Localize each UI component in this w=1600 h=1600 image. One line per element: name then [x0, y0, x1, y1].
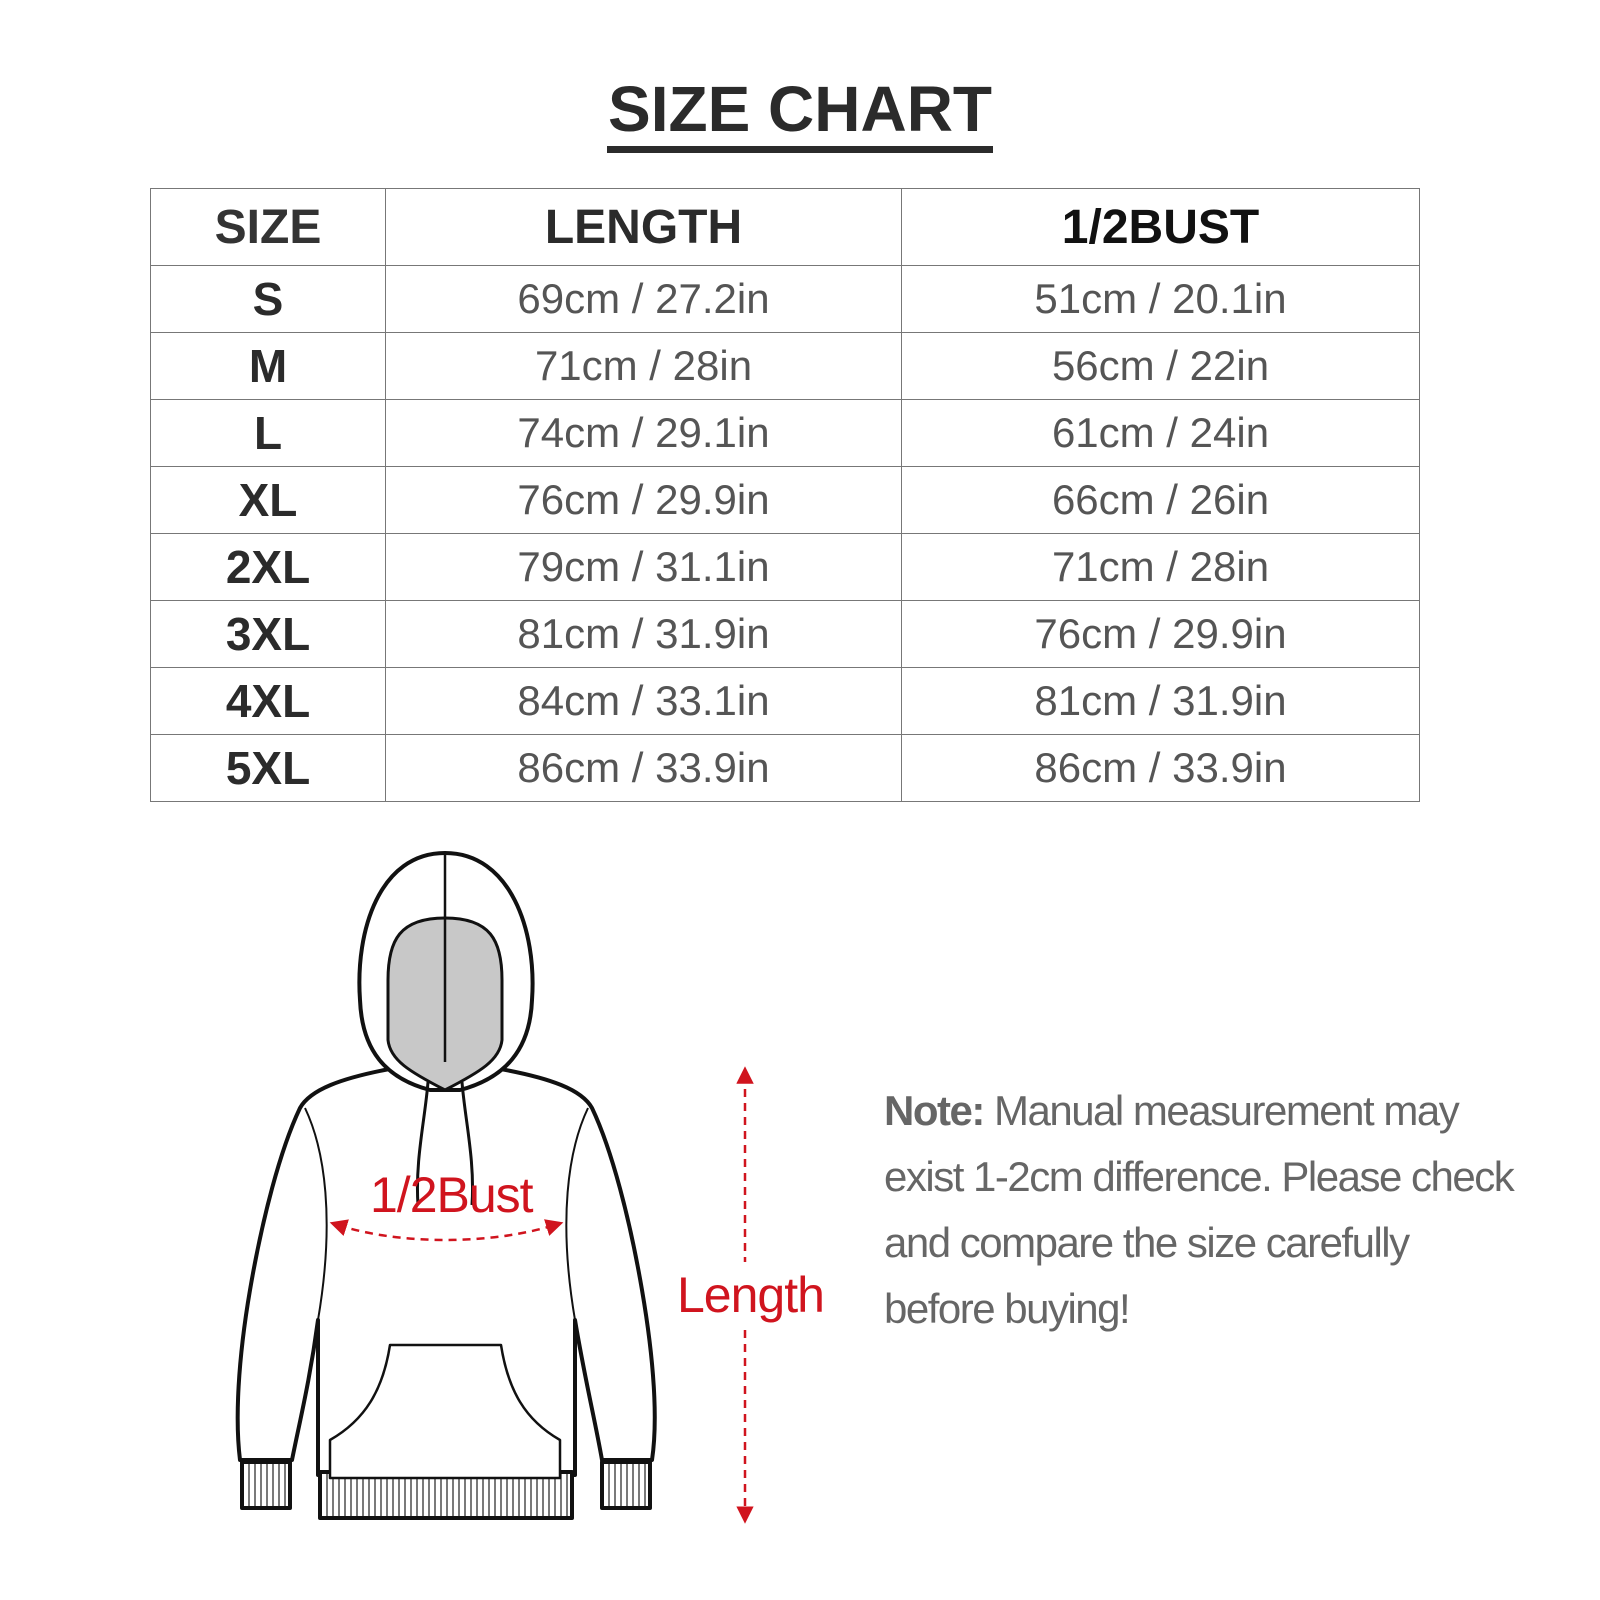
note-body: Manual measurement may exist 1-2cm diffe…: [884, 1087, 1515, 1332]
page-title: SIZE CHART: [0, 72, 1600, 153]
note-label: Note:: [884, 1087, 985, 1134]
size-table: SIZE LENGTH 1/2BUST S 69cm / 27.2in 51cm /…: [150, 188, 1420, 802]
length-cell: 79cm / 31.1in: [385, 533, 902, 601]
size-cell: 4XL: [150, 667, 386, 735]
header-size: SIZE: [150, 188, 386, 266]
table-row: 5XL 86cm / 33.9in 86cm / 33.9in: [150, 734, 1420, 802]
length-cell: 71cm / 28in: [385, 332, 902, 400]
length-cell: 74cm / 29.1in: [385, 399, 902, 467]
table-header-row: SIZE LENGTH 1/2BUST: [150, 188, 1420, 266]
note-text: Note: Manual measurement may exist 1-2cm…: [884, 1078, 1524, 1342]
header-bust: 1/2BUST: [901, 188, 1420, 266]
bust-cell: 66cm / 26in: [901, 466, 1420, 534]
bust-cell: 86cm / 33.9in: [901, 734, 1420, 802]
header-length: LENGTH: [385, 188, 902, 266]
table-row: 2XL 79cm / 31.1in 71cm / 28in: [150, 533, 1420, 601]
size-cell: XL: [150, 466, 386, 534]
bust-cell: 71cm / 28in: [901, 533, 1420, 601]
length-cell: 84cm / 33.1in: [385, 667, 902, 735]
bust-label: 1/2Bust: [370, 1167, 534, 1223]
bust-cell: 76cm / 29.9in: [901, 600, 1420, 668]
bust-cell: 81cm / 31.9in: [901, 667, 1420, 735]
length-cell: 76cm / 29.9in: [385, 466, 902, 534]
hoodie-outline: [235, 851, 657, 1520]
table-row: 4XL 84cm / 33.1in 81cm / 31.9in: [150, 667, 1420, 735]
table-row: XL 76cm / 29.9in 66cm / 26in: [150, 466, 1420, 534]
size-cell: M: [150, 332, 386, 400]
size-cell: 2XL: [150, 533, 386, 601]
size-cell: 3XL: [150, 600, 386, 668]
length-cell: 86cm / 33.9in: [385, 734, 902, 802]
size-cell: 5XL: [150, 734, 386, 802]
bust-cell: 61cm / 24in: [901, 399, 1420, 467]
table-row: L 74cm / 29.1in 61cm / 24in: [150, 399, 1420, 467]
bust-cell: 56cm / 22in: [901, 332, 1420, 400]
length-label: Length: [677, 1267, 825, 1323]
table-row: M 71cm / 28in 56cm / 22in: [150, 332, 1420, 400]
